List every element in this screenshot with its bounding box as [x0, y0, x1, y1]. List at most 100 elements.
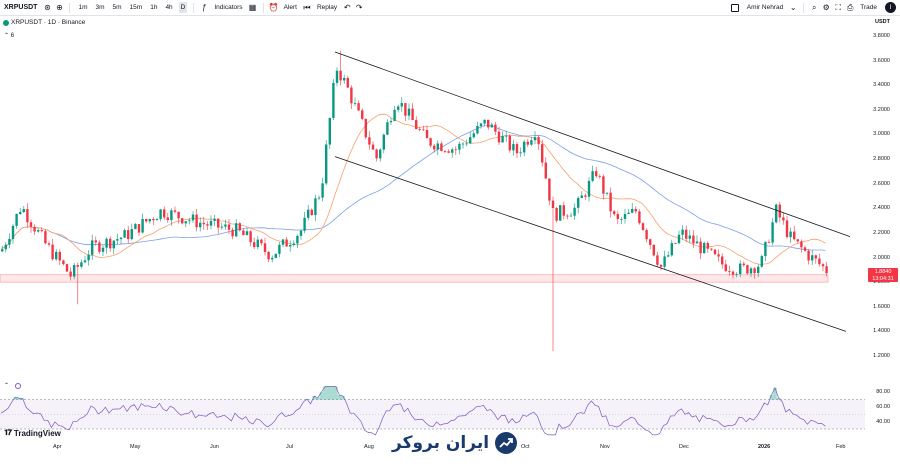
candle-body	[670, 243, 673, 256]
candle-body	[757, 266, 760, 274]
replay-button[interactable]: Replay	[316, 4, 338, 11]
candle-body	[166, 217, 169, 221]
candle-body	[465, 143, 468, 145]
candle-body	[785, 220, 789, 238]
interval-4h[interactable]: 4h	[165, 4, 173, 11]
candle-body	[245, 231, 249, 236]
collapse-icon[interactable]: ⌃	[4, 383, 10, 389]
candle-body	[447, 151, 450, 153]
candle-body	[202, 222, 205, 225]
indicators-icon[interactable]: ƒ	[202, 3, 207, 12]
candle-body	[501, 136, 504, 143]
time-tick-label: Oct	[521, 444, 530, 450]
candle-body	[497, 131, 501, 143]
alert-button[interactable]: Alert	[283, 4, 297, 11]
candle-body	[533, 137, 537, 141]
bar-countdown: 13:04:31	[872, 275, 894, 282]
candle-body	[778, 204, 781, 218]
rsi-tick-label: 60.00	[876, 404, 890, 410]
fullscreen-icon[interactable]: ⛶	[835, 2, 842, 12]
candle-body	[371, 144, 375, 150]
avatar[interactable]: I	[885, 2, 896, 13]
candle-body	[735, 274, 738, 275]
candle-body	[332, 82, 335, 119]
camera-icon[interactable]: ⎙	[847, 2, 854, 12]
candle-body	[433, 145, 436, 150]
candle-body	[188, 220, 191, 222]
search-icon[interactable]: ⌕	[812, 2, 817, 12]
candle-body	[314, 198, 317, 216]
currency-label: USDT	[875, 19, 890, 25]
redo-icon[interactable]: ↷	[355, 3, 363, 12]
candle-body	[454, 149, 457, 151]
tradingview-logo-icon: 𝟏𝟕	[4, 428, 12, 437]
compare-icon[interactable]: ⊛	[44, 3, 51, 12]
price-tick-label: 3.6000	[873, 57, 890, 64]
alert-clock-icon[interactable]: ⏰	[268, 3, 279, 12]
user-name[interactable]: Amir Nehrad	[746, 4, 784, 11]
candle-body	[393, 109, 396, 121]
time-tick-label: Jun	[210, 444, 219, 450]
candle-body	[321, 183, 324, 198]
candle-body	[789, 231, 792, 238]
candle-body	[692, 235, 695, 244]
interval-1h[interactable]: 1h	[150, 4, 158, 11]
candle-body	[584, 195, 587, 197]
candle-body	[346, 77, 349, 88]
undo-icon[interactable]: ↶	[343, 3, 351, 12]
price-chart[interactable]	[0, 17, 900, 377]
price-tick-label: 3.8000	[873, 33, 890, 39]
symbol-search[interactable]: XRPUSDT	[4, 4, 38, 11]
candle-body	[602, 176, 605, 194]
candle-body	[353, 103, 357, 104]
candle-body	[411, 108, 414, 121]
candle-body	[591, 171, 594, 181]
candle-body	[101, 247, 105, 252]
interval-3m[interactable]: 3m	[95, 4, 105, 11]
current-price-tag: 1.8840 13:04:31	[868, 268, 898, 282]
candle-body	[44, 231, 47, 244]
replay-icon[interactable]: ⏮	[303, 2, 311, 12]
candle-body	[703, 242, 706, 254]
candle-body	[451, 149, 454, 153]
rsi-pane[interactable]	[0, 379, 900, 439]
layout-icon[interactable]	[730, 3, 739, 12]
candle-body	[739, 263, 742, 275]
candle-body	[26, 209, 29, 223]
candle-body	[523, 141, 526, 153]
candle-body	[238, 223, 241, 231]
chevron-down-icon[interactable]: ⌄	[789, 3, 797, 12]
candle-body	[325, 144, 328, 184]
layout-grid-icon[interactable]: ▦	[248, 3, 257, 12]
candle-body	[699, 241, 702, 254]
candle-body	[382, 134, 385, 150]
candle-body	[746, 265, 749, 274]
interval-1m[interactable]: 1m	[78, 4, 88, 11]
interval-1d[interactable]: D	[178, 2, 188, 13]
candle-body	[616, 214, 619, 220]
market-status-icon	[3, 19, 9, 26]
candle-body	[548, 178, 551, 201]
candle-body	[152, 218, 155, 221]
candle-body	[379, 149, 382, 159]
trade-button[interactable]: Trade	[860, 4, 877, 11]
settings-icon[interactable]: ⚙	[822, 3, 830, 12]
candle-body	[76, 265, 79, 267]
price-tick-label: 2.8000	[873, 156, 890, 163]
candle-body	[641, 223, 645, 230]
candle-body	[112, 240, 115, 249]
add-symbol-icon[interactable]: ⊕	[56, 3, 63, 12]
indicators-button[interactable]: Indicators	[214, 4, 243, 11]
candle-body	[461, 143, 465, 145]
candle-body	[249, 231, 252, 243]
candle-body	[335, 70, 339, 83]
candle-body	[674, 243, 677, 244]
candle-body	[569, 215, 573, 217]
candle-body	[22, 209, 25, 213]
time-tick-label: 2026	[758, 444, 771, 450]
interval-5m[interactable]: 5m	[112, 4, 122, 11]
candle-body	[235, 223, 238, 237]
rsi-indicator-icon[interactable]	[15, 382, 22, 389]
brand-overlay: ایران بروکر	[392, 432, 518, 454]
interval-15m[interactable]: 15m	[129, 4, 143, 11]
